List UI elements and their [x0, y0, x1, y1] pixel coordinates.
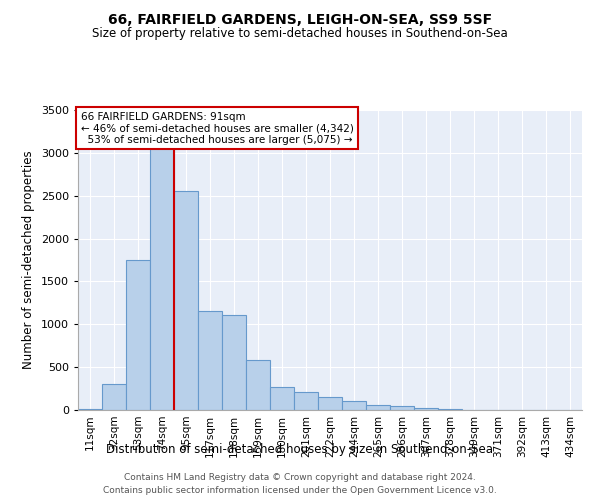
Text: Contains HM Land Registry data © Crown copyright and database right 2024.: Contains HM Land Registry data © Crown c… [124, 472, 476, 482]
Text: Distribution of semi-detached houses by size in Southend-on-Sea: Distribution of semi-detached houses by … [107, 442, 493, 456]
Bar [318, 396, 342, 410]
Y-axis label: Number of semi-detached properties: Number of semi-detached properties [22, 150, 35, 370]
Bar [294, 392, 318, 410]
Bar [342, 402, 366, 410]
Text: 66 FAIRFIELD GARDENS: 91sqm
← 46% of semi-detached houses are smaller (4,342)
  : 66 FAIRFIELD GARDENS: 91sqm ← 46% of sem… [80, 112, 353, 144]
Text: 66, FAIRFIELD GARDENS, LEIGH-ON-SEA, SS9 5SF: 66, FAIRFIELD GARDENS, LEIGH-ON-SEA, SS9… [108, 12, 492, 26]
Bar [390, 406, 414, 410]
Bar [150, 144, 174, 410]
Bar [414, 408, 438, 410]
Bar [246, 360, 270, 410]
Bar [270, 388, 294, 410]
Bar [78, 408, 102, 410]
Text: Contains public sector information licensed under the Open Government Licence v3: Contains public sector information licen… [103, 486, 497, 495]
Bar [126, 260, 150, 410]
Bar [366, 406, 390, 410]
Bar [222, 315, 246, 410]
Bar [198, 310, 222, 410]
Bar [174, 192, 198, 410]
Text: Size of property relative to semi-detached houses in Southend-on-Sea: Size of property relative to semi-detach… [92, 28, 508, 40]
Bar [102, 384, 126, 410]
